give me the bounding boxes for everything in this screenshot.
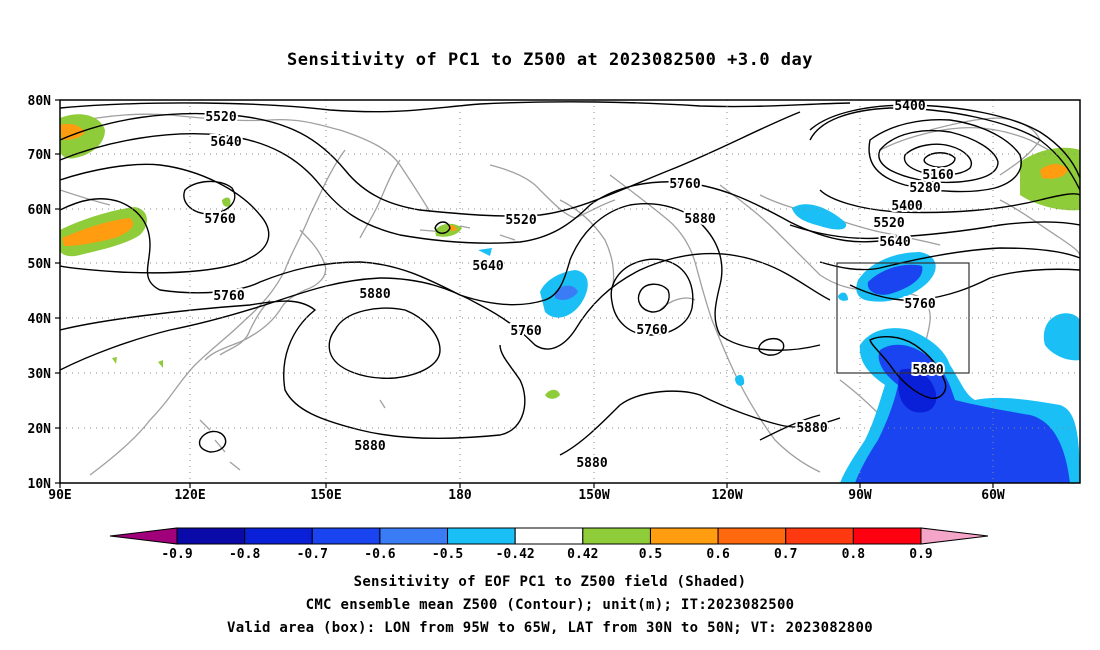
colorbar-label: -0.9 [161, 547, 192, 562]
contour-label: 5760 [636, 323, 667, 338]
contour-labels: 5400 5520 5640 5760 5760 5520 5760 5880 … [202, 99, 955, 473]
colorbar: -0.9 -0.8 -0.7 -0.6 -0.5 -0.42 0.42 0.5 0.6 0.7 0.… [109, 527, 989, 562]
lat-label: 30N [28, 367, 52, 382]
contour-label: 5880 [576, 456, 607, 471]
lat-label: 10N [28, 477, 52, 492]
colorbar-label: 0.9 [909, 547, 932, 562]
lat-label: 40N [28, 312, 52, 327]
latitude-labels: 80N 70N 60N 50N 40N 30N 20N 10N [28, 94, 52, 492]
colorbar-label: 0.7 [774, 547, 797, 562]
sensitivity-shading [60, 114, 1080, 483]
valid-area-box [836, 262, 970, 374]
contour-label: 5760 [204, 212, 235, 227]
colorbar-label: 0.8 [842, 547, 866, 562]
caption-line-1: Sensitivity of EOF PC1 to Z500 field (Sh… [353, 574, 747, 590]
colorbar-label: -0.6 [364, 547, 395, 562]
colorbar-cell [649, 527, 719, 545]
colorbar-cell [447, 527, 516, 545]
contour-label: 5640 [210, 135, 241, 150]
colorbar-label: -0.8 [229, 547, 260, 562]
lat-label: 60N [28, 203, 52, 218]
contour-label: 5880 [354, 439, 385, 454]
colorbar-label: -0.5 [432, 547, 463, 562]
contour-label: 5400 [891, 199, 922, 214]
axis-ticks [55, 99, 994, 488]
contour-label: 5520 [505, 213, 536, 228]
lon-label: 150E [310, 488, 341, 503]
colorbar-label: 0.5 [639, 547, 662, 562]
contour-label: 5280 [909, 181, 940, 196]
lon-label: 90E [48, 488, 71, 503]
colorbar-cell [514, 527, 584, 545]
lon-label: 120W [711, 488, 742, 503]
colorbar-cell [311, 527, 381, 545]
lat-label: 70N [28, 148, 52, 163]
caption-line-2: CMC ensemble mean Z500 (Contour); unit(m… [305, 597, 795, 613]
colorbar-label: -0.7 [297, 547, 328, 562]
lon-label: 150W [578, 488, 609, 503]
colorbar-cell [244, 527, 313, 545]
colorbar-left-triangle [109, 527, 178, 545]
plot-frame [59, 99, 1081, 484]
colorbar-cell [785, 527, 854, 545]
colorbar-label: 0.6 [706, 547, 730, 562]
lon-label: 90W [848, 488, 872, 503]
colorbar-right-triangle [920, 527, 989, 545]
map-title: Sensitivity of PC1 to Z500 at 2023082500… [286, 50, 813, 70]
lat-label: 50N [28, 257, 52, 272]
lat-label: 80N [28, 94, 52, 109]
colorbar-cell [379, 527, 449, 545]
z500-contours [60, 101, 1080, 456]
caption-line-3: Valid area (box): LON from 95W to 65W, L… [227, 620, 873, 636]
lat-label: 20N [28, 422, 52, 437]
colorbar-label: -0.42 [496, 547, 535, 562]
contour-label: 5520 [873, 216, 904, 231]
colorbar-cell [717, 527, 787, 545]
contour-label: 5880 [684, 212, 715, 227]
contour-label: 5880 [912, 363, 943, 378]
lon-label: 180 [448, 488, 472, 503]
contour-label: 5400 [894, 99, 925, 114]
colorbar-cell [176, 527, 246, 545]
lon-label: 60W [981, 488, 1005, 503]
contour-label: 5880 [796, 421, 827, 436]
contour-label: 5160 [922, 168, 953, 183]
contour-label: 5760 [904, 297, 935, 312]
lon-label: 120E [174, 488, 205, 503]
colorbar-cell [582, 527, 651, 545]
colorbar-label: 0.42 [567, 547, 598, 562]
contour-label: 5760 [510, 324, 541, 339]
contour-label: 5640 [472, 259, 503, 274]
contour-label: 5880 [359, 287, 390, 302]
colorbar-cell [852, 527, 922, 545]
contour-label: 5520 [205, 110, 236, 125]
contour-label: 5760 [213, 289, 244, 304]
lat-lon-grid [60, 100, 1080, 483]
longitude-labels: 90E 120E 150E 180 150W 120W 90W 60W [48, 488, 1005, 503]
contour-label: 5760 [669, 177, 700, 192]
contour-label: 5640 [879, 235, 910, 250]
